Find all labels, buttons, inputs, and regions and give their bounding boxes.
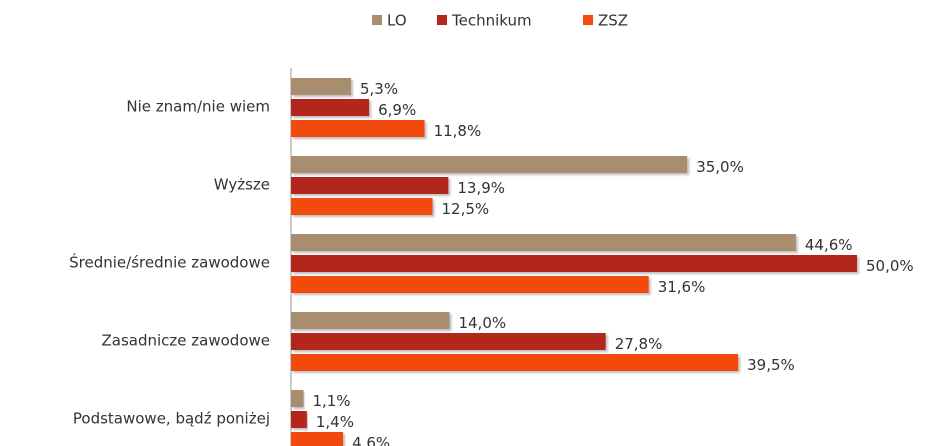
value-label: 44,6% bbox=[805, 236, 853, 254]
bar bbox=[291, 177, 449, 194]
value-label: 1,1% bbox=[312, 392, 350, 410]
value-label: 50,0% bbox=[866, 257, 914, 275]
value-label: 11,8% bbox=[434, 122, 482, 140]
category-label: Nie znam/nie wiem bbox=[126, 98, 270, 116]
value-label: 6,9% bbox=[378, 101, 416, 119]
category-label: Zasadnicze zawodowe bbox=[102, 332, 271, 350]
category-label: Średnie/średnie zawodowe bbox=[69, 253, 270, 272]
value-label: 27,8% bbox=[615, 335, 663, 353]
value-label: 14,0% bbox=[458, 314, 506, 332]
bar bbox=[291, 276, 649, 293]
bar bbox=[291, 411, 307, 428]
legend-label: LO bbox=[387, 12, 407, 30]
value-label: 1,4% bbox=[316, 413, 354, 431]
bar bbox=[291, 333, 606, 350]
legend-label: Technikum bbox=[451, 12, 532, 30]
bar bbox=[291, 390, 304, 407]
bar bbox=[291, 156, 688, 173]
category-label: Wyższe bbox=[214, 176, 270, 194]
value-label: 4,6% bbox=[352, 434, 390, 446]
value-label: 12,5% bbox=[442, 200, 490, 218]
category-label: Podstawowe, bądź poniżej bbox=[73, 410, 270, 428]
legend-swatch bbox=[437, 15, 447, 25]
value-label: 35,0% bbox=[696, 158, 744, 176]
value-label: 31,6% bbox=[658, 278, 706, 296]
bar bbox=[291, 255, 857, 272]
legend-swatch bbox=[583, 15, 593, 25]
bar bbox=[291, 78, 351, 95]
bar bbox=[291, 354, 739, 371]
bar bbox=[291, 234, 796, 251]
legend-label: ZSZ bbox=[598, 12, 628, 30]
bar bbox=[291, 198, 433, 215]
bar bbox=[291, 99, 370, 116]
bar bbox=[291, 120, 425, 137]
value-label: 13,9% bbox=[457, 179, 505, 197]
bar bbox=[291, 312, 450, 329]
bar bbox=[291, 432, 344, 446]
legend-swatch bbox=[372, 15, 382, 25]
value-label: 5,3% bbox=[360, 80, 398, 98]
value-label: 39,5% bbox=[747, 356, 795, 374]
